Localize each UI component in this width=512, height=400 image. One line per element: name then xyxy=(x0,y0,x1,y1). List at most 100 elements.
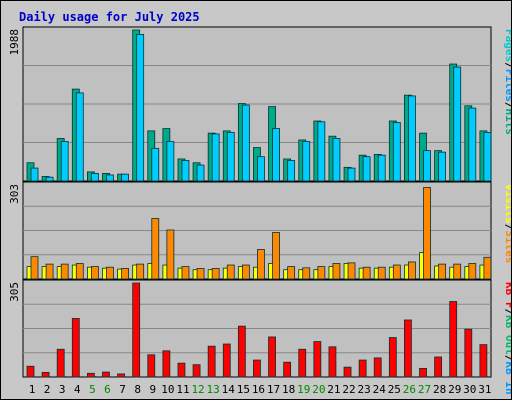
bar-kb-f xyxy=(26,365,35,378)
bar-sites xyxy=(136,263,145,280)
bar-kb-f xyxy=(132,282,141,378)
bar-kb-f xyxy=(192,364,201,378)
bar-files xyxy=(468,107,477,182)
day-label: 23 xyxy=(358,383,371,396)
day-label: 27 xyxy=(418,383,431,396)
bar-files xyxy=(211,133,220,182)
bar-files xyxy=(241,104,250,182)
bar-kb-f xyxy=(237,325,246,378)
bar-sites xyxy=(272,232,280,280)
bar-kb-f xyxy=(358,359,367,378)
legend-entry: KB F xyxy=(503,282,511,309)
legend-kbytes: KB F/KB Out/KB In xyxy=(503,282,511,395)
bar-sites xyxy=(30,256,39,280)
y-max-label: 305 xyxy=(8,282,21,302)
day-label: 22 xyxy=(342,383,355,396)
legend-entry: KB In xyxy=(503,362,511,395)
bar-files xyxy=(166,141,175,182)
day-label: 1 xyxy=(29,383,36,396)
day-label: 10 xyxy=(161,383,174,396)
bar-files xyxy=(90,173,99,182)
bar-files xyxy=(347,167,356,182)
bar-kb-f xyxy=(464,328,473,378)
bar-sites xyxy=(90,266,99,280)
day-label: 18 xyxy=(282,383,295,396)
bar-kb-f xyxy=(328,346,337,378)
legend-entry: Files xyxy=(503,69,511,102)
bar-sites xyxy=(423,187,431,280)
bar-sites xyxy=(362,266,371,280)
day-label: 3 xyxy=(59,383,66,396)
y-max-label: 303 xyxy=(8,184,21,204)
bar-files xyxy=(151,147,160,182)
bar-sites xyxy=(106,266,114,280)
legend-separator: / xyxy=(503,309,511,316)
bar-files xyxy=(483,131,492,182)
day-label: 25 xyxy=(388,383,401,396)
bar-sites xyxy=(332,263,341,280)
bar-kb-f xyxy=(283,361,292,378)
day-label: 26 xyxy=(403,383,416,396)
bar-kb-f xyxy=(404,319,412,378)
bar-kb-f xyxy=(313,341,322,378)
bar-sites xyxy=(166,229,175,280)
day-label: 19 xyxy=(297,383,310,396)
day-label: 8 xyxy=(134,383,141,396)
bar-files xyxy=(332,138,341,182)
bar-kb-f xyxy=(86,372,95,378)
bar-files xyxy=(196,164,205,182)
bar-files xyxy=(302,141,311,182)
bar-kb-f xyxy=(449,301,458,378)
bar-files xyxy=(45,176,54,182)
day-label: 17 xyxy=(267,383,280,396)
day-label: 16 xyxy=(252,383,265,396)
bar-sites xyxy=(453,263,462,280)
panel-visits_sites: 303 Visits/Sites xyxy=(8,181,511,280)
bar-files xyxy=(362,156,371,182)
day-label: 29 xyxy=(448,383,461,396)
bar-kb-f xyxy=(479,344,488,378)
bar-sites xyxy=(60,263,69,280)
day-label: 28 xyxy=(433,383,446,396)
panel-kbytes: 305 KB F/KB Out/KB In xyxy=(8,279,511,395)
bar-files xyxy=(453,66,462,182)
bar-sites xyxy=(468,263,477,280)
day-label: 14 xyxy=(222,383,236,396)
bar-files xyxy=(423,150,431,182)
bar-sites xyxy=(257,249,265,280)
day-label: 15 xyxy=(237,383,250,396)
day-label: 11 xyxy=(176,383,189,396)
bar-sites xyxy=(196,268,205,280)
bar-kb-f xyxy=(147,354,156,378)
day-label: 4 xyxy=(74,383,81,396)
bar-sites xyxy=(392,264,401,280)
bar-kb-f xyxy=(162,350,171,378)
bar-kb-f xyxy=(434,356,443,378)
bar-files xyxy=(106,174,114,182)
bar-kb-f xyxy=(419,367,427,378)
day-label: 6 xyxy=(104,383,111,396)
legend-entry: Hits xyxy=(503,109,511,136)
bar-kb-f xyxy=(343,366,352,378)
bar-kb-f xyxy=(222,343,231,378)
legend-visits_sites: Visits/Sites xyxy=(503,184,511,264)
bar-files xyxy=(75,92,84,182)
day-label: 21 xyxy=(327,383,340,396)
bar-kb-f xyxy=(177,362,186,378)
bar-kb-f xyxy=(373,357,382,378)
legend-separator: / xyxy=(503,355,511,362)
day-label: 20 xyxy=(312,383,325,396)
bar-sites xyxy=(302,267,311,280)
bar-sites xyxy=(483,256,492,280)
bar-kb-f xyxy=(298,348,307,378)
day-label: 13 xyxy=(207,383,220,396)
bar-sites xyxy=(226,264,235,280)
bar-sites xyxy=(211,268,220,280)
bar-files xyxy=(136,34,145,182)
bar-files xyxy=(392,122,401,182)
legend-hits_files_pages: Pages/Files/Hits xyxy=(503,29,511,135)
bar-sites xyxy=(45,263,54,280)
